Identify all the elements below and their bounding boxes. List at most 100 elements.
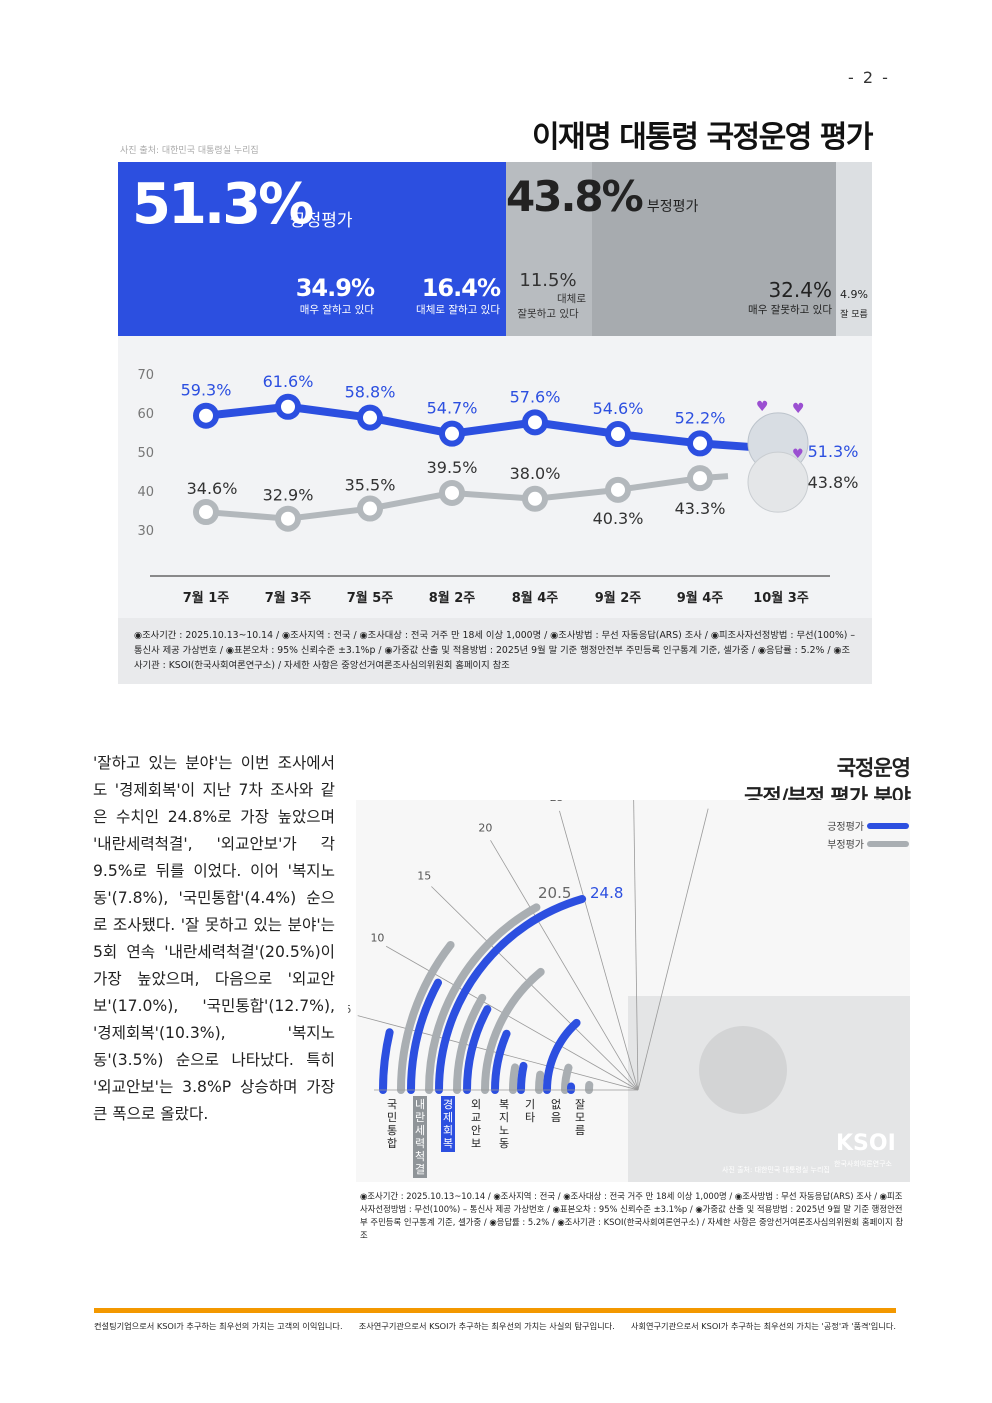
negative-point bbox=[275, 505, 301, 532]
positive-point bbox=[687, 430, 713, 457]
positive-segment: 51.3% 긍정평가 34.9% 매우 잘하고 있다 16.4% 대체로 잘하고… bbox=[118, 162, 506, 336]
positive-point bbox=[193, 402, 219, 429]
positive-data-label: 61.6% bbox=[263, 372, 314, 391]
category-char: 복 bbox=[499, 1098, 509, 1111]
category-char: 없 bbox=[551, 1098, 561, 1111]
radial-category-label: 외교안보 bbox=[471, 1098, 481, 1150]
ksoi-logo: KSOI bbox=[836, 1131, 896, 1156]
negative-point bbox=[357, 495, 383, 522]
category-char: 제 bbox=[443, 1111, 453, 1124]
category-char: 기 bbox=[525, 1098, 535, 1111]
radial-category-label: 잘모름 bbox=[575, 1098, 585, 1137]
radial-category-label: 국민통합 bbox=[387, 1098, 397, 1150]
positive-point bbox=[357, 404, 383, 431]
category-char: 합 bbox=[387, 1137, 397, 1150]
positive-point bbox=[439, 420, 465, 447]
positive-arc bbox=[379, 1028, 394, 1094]
negative-data-label: 40.3% bbox=[593, 509, 644, 528]
heart-icon: ♥ bbox=[756, 399, 769, 415]
radial-tick-label: 5 bbox=[348, 1003, 352, 1016]
radial-category-label: 없음 bbox=[551, 1098, 561, 1124]
negative-point bbox=[605, 476, 631, 503]
x-tick-label: 7월 5주 bbox=[347, 590, 394, 606]
category-char: 경 bbox=[443, 1098, 453, 1111]
positive-data-label: 57.6% bbox=[510, 387, 561, 406]
x-tick-label: 7월 1주 bbox=[183, 590, 230, 606]
category-char: 동 bbox=[499, 1137, 509, 1150]
breakdown-label: 매우 잘하고 있다 bbox=[299, 304, 374, 316]
positive-total: 51.3% bbox=[132, 172, 314, 237]
positive-point bbox=[522, 409, 548, 436]
radial-tick-label: 15 bbox=[417, 869, 431, 882]
category-char: 잘 bbox=[575, 1098, 585, 1111]
negative-data-label: 43.3% bbox=[675, 499, 726, 518]
negative-point bbox=[439, 479, 465, 506]
footer: 컨설팅기업으로서 KSOI가 추구하는 최우선의 가치는 고객의 이익입니다. … bbox=[94, 1320, 896, 1332]
radial-title-line1: 국정운영 bbox=[836, 756, 911, 780]
positive-arc bbox=[543, 1018, 581, 1094]
negative-total: 43.8% bbox=[506, 172, 644, 221]
radial-tick-label: 10 bbox=[370, 931, 384, 944]
category-char: 안 bbox=[471, 1124, 481, 1137]
radial-category-label: 내란세력척결 bbox=[413, 1096, 427, 1178]
negative-data-label: 35.5% bbox=[345, 476, 396, 495]
breakdown-pct: 4.9% bbox=[840, 288, 868, 301]
radial-tick-line bbox=[637, 808, 709, 1091]
category-char: 모 bbox=[575, 1111, 585, 1124]
category-char: 회 bbox=[443, 1124, 453, 1137]
photo-figure bbox=[699, 1026, 787, 1114]
page-number: - 2 - bbox=[848, 68, 890, 87]
category-highlight bbox=[441, 1096, 455, 1152]
breakdown-good: 16.4% 대체로 잘하고 있다 bbox=[388, 274, 501, 317]
category-char: 란 bbox=[415, 1111, 425, 1124]
positive-arc bbox=[517, 1061, 528, 1094]
breakdown-pct: 34.9% bbox=[295, 274, 375, 302]
radial-category-label: 기타 bbox=[525, 1098, 535, 1124]
positive-top-value: 24.8 bbox=[590, 884, 623, 902]
negative-arc bbox=[397, 940, 455, 1094]
negative-arc bbox=[481, 967, 545, 1094]
radial-tick-label: 35 bbox=[704, 800, 718, 802]
breakdown-very-good: 34.9% 매우 잘하고 있다 bbox=[278, 274, 375, 317]
negative-point bbox=[687, 465, 713, 492]
category-char: 타 bbox=[525, 1111, 535, 1124]
x-tick-label: 8월 2주 bbox=[429, 590, 476, 606]
negative-total-group: 43.8% 부정평가 bbox=[506, 172, 698, 221]
y-tick-label: 60 bbox=[137, 407, 154, 422]
negative-data-label: 38.0% bbox=[510, 464, 561, 483]
approval-summary-bar: 51.3% 긍정평가 34.9% 매우 잘하고 있다 16.4% 대체로 잘하고… bbox=[118, 162, 872, 336]
negative-arc bbox=[453, 993, 487, 1094]
x-tick-label: 10월 3주 bbox=[753, 590, 809, 606]
photo-source-2: 사진 출처: 대한민국 대통령실 누리집 bbox=[722, 1165, 830, 1174]
radial-tick-line bbox=[385, 945, 639, 1091]
category-char: 력 bbox=[415, 1137, 425, 1150]
footer-slogan-3: 사회연구기관으로서 KSOI가 추구하는 최우선의 가치는 '공정'과 '품격'… bbox=[630, 1321, 896, 1331]
y-tick-label: 40 bbox=[137, 485, 154, 500]
positive-series-line bbox=[205, 402, 751, 451]
breakdown-pct: 11.5% bbox=[519, 270, 577, 291]
heart-icon: ♥ bbox=[792, 447, 804, 462]
negative-point bbox=[193, 499, 219, 526]
category-char: 교 bbox=[471, 1111, 481, 1124]
negative-arc bbox=[425, 903, 541, 1094]
breakdown-label: 대체로 잘하고 있다 bbox=[416, 304, 500, 316]
positive-data-label: 52.2% bbox=[675, 408, 726, 427]
negative-very-segment: 32.4% 매우 잘못하고 있다 bbox=[592, 162, 836, 336]
negative-data-label: 39.5% bbox=[427, 458, 478, 477]
legend-label: 부정평가 bbox=[827, 839, 864, 851]
trend-line-chart: 70 60 50 40 30 7월 1주 7월 3주 7월 5주 8월 2주 8월 4주 9월 2주… bbox=[137, 368, 859, 606]
x-tick-label: 7월 3주 bbox=[265, 590, 312, 606]
footer-divider bbox=[94, 1308, 896, 1313]
radial-bar-chart: 510152025303520.524.8국민통합내란세력척결경제회복외교안보복… bbox=[348, 800, 910, 1182]
legend-label: 긍정평가 bbox=[827, 821, 864, 833]
positive-point bbox=[275, 393, 301, 420]
category-char: 보 bbox=[471, 1137, 481, 1150]
positive-arc bbox=[463, 1005, 492, 1094]
negative-arc bbox=[509, 1063, 520, 1094]
category-char: 노 bbox=[499, 1124, 509, 1137]
positive-data-label: 51.3% bbox=[808, 442, 859, 461]
photo-source: 사진 출처: 대한민국 대통령실 누리집 bbox=[120, 146, 259, 156]
negative-data-label: 32.9% bbox=[263, 486, 314, 505]
footer-slogan-2: 조사연구기관으로서 KSOI가 추구하는 최우선의 가치는 사실의 탐구입니다. bbox=[358, 1321, 615, 1331]
positive-data-label: 54.7% bbox=[427, 399, 478, 418]
